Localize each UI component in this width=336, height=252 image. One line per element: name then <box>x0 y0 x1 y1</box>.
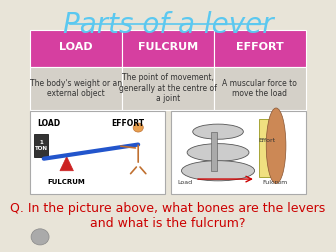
Ellipse shape <box>193 124 243 139</box>
Circle shape <box>133 123 143 132</box>
Ellipse shape <box>181 161 255 181</box>
Text: Effort: Effort <box>258 139 276 143</box>
Text: 1
TON: 1 TON <box>35 140 47 151</box>
FancyBboxPatch shape <box>34 134 48 156</box>
Text: Load: Load <box>177 180 193 185</box>
Text: LOAD: LOAD <box>59 42 93 52</box>
FancyBboxPatch shape <box>214 30 306 67</box>
Text: The body's weight or an
external object: The body's weight or an external object <box>30 79 122 98</box>
Text: Parts of a lever: Parts of a lever <box>63 11 273 39</box>
Ellipse shape <box>187 144 249 161</box>
FancyBboxPatch shape <box>30 111 165 194</box>
FancyBboxPatch shape <box>171 111 306 194</box>
Text: The point of movement,
generally at the centre of
a joint: The point of movement, generally at the … <box>119 73 217 103</box>
Text: Fulcrum: Fulcrum <box>262 180 288 185</box>
Text: A muscular force to
move the load: A muscular force to move the load <box>222 79 297 98</box>
FancyBboxPatch shape <box>122 30 214 67</box>
FancyBboxPatch shape <box>258 119 271 177</box>
Polygon shape <box>60 156 74 171</box>
Text: FULCRUM: FULCRUM <box>138 42 198 52</box>
FancyBboxPatch shape <box>30 67 122 110</box>
Text: LOAD: LOAD <box>37 119 60 128</box>
FancyBboxPatch shape <box>211 132 217 171</box>
Text: EFFORT: EFFORT <box>111 119 144 128</box>
FancyBboxPatch shape <box>30 30 122 67</box>
Text: FULCRUM: FULCRUM <box>48 179 86 184</box>
FancyBboxPatch shape <box>214 67 306 110</box>
Text: EFFORT: EFFORT <box>236 42 284 52</box>
FancyBboxPatch shape <box>122 67 214 110</box>
Ellipse shape <box>266 108 286 184</box>
Circle shape <box>31 229 49 245</box>
Text: Q. In the picture above, what bones are the levers
and what is the fulcrum?: Q. In the picture above, what bones are … <box>10 202 326 230</box>
